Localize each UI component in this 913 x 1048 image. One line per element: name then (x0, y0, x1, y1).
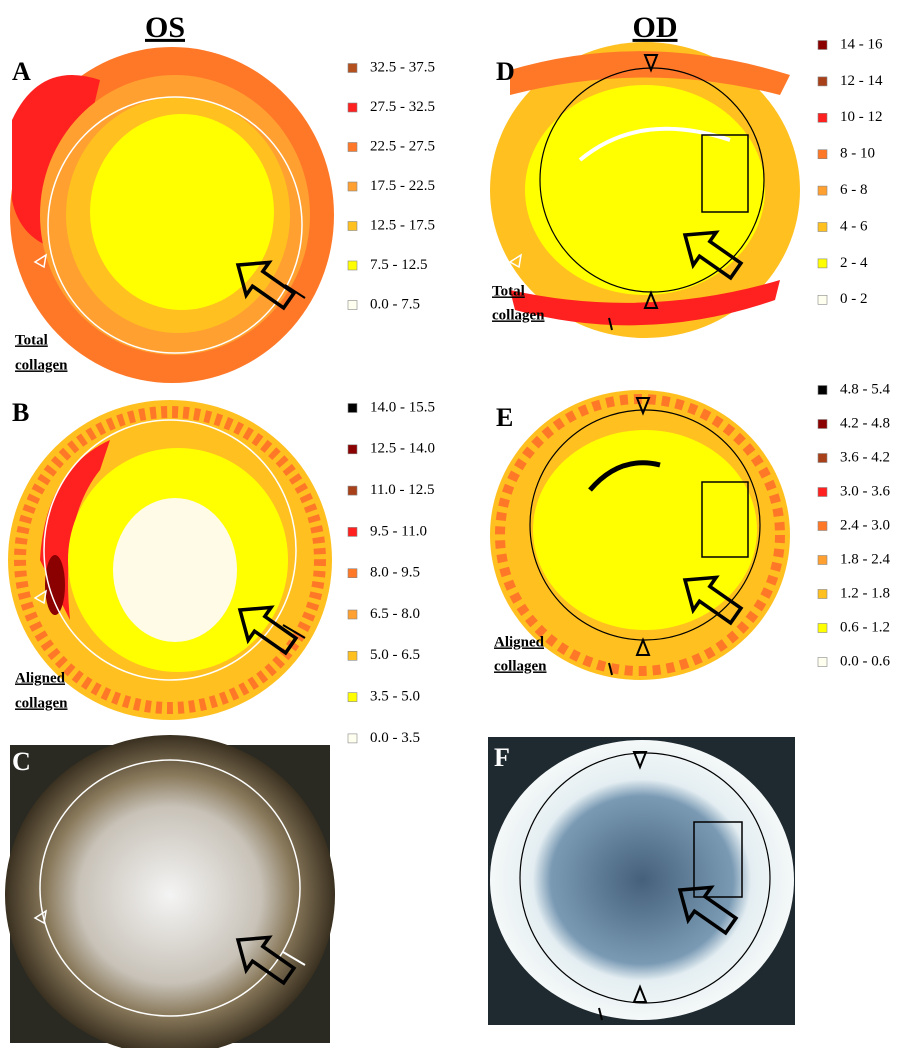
legend-swatch (347, 650, 358, 661)
panel-f-image (488, 737, 795, 1025)
legend-label: 9.5 - 11.0 (370, 523, 427, 539)
legend-label: 12.5 - 17.5 (370, 217, 435, 233)
panel-letter: F (494, 743, 510, 772)
legend-swatch (347, 221, 358, 231)
legend-label: 0.0 - 7.5 (370, 296, 420, 312)
panel-caption: Aligned (15, 670, 66, 686)
legend-swatch (817, 258, 828, 269)
panel-letter: D (496, 57, 515, 86)
legend-swatch (817, 385, 828, 395)
legends: 32.5 - 37.5 27.5 - 32.5 22.5 - 27.5 17.5 - … (347, 36, 890, 746)
legend-label: 0.6 - 1.2 (840, 619, 890, 635)
legend-swatch (347, 568, 358, 579)
panel-caption: collagen (492, 307, 545, 323)
legend-swatch (817, 589, 828, 599)
panel-caption: Total (15, 332, 48, 348)
legend-label: 12 - 14 (840, 73, 883, 89)
legend-label: 14.0 - 15.5 (370, 399, 435, 415)
panel-c-image (5, 735, 335, 1048)
legend-swatch (347, 733, 358, 744)
legend-label: 12.5 - 14.0 (370, 441, 435, 457)
legend-label: 8 - 10 (840, 146, 875, 162)
legend-label: 4.8 - 5.4 (840, 381, 890, 397)
legend-label: 11.0 - 12.5 (370, 482, 434, 498)
legend-swatch (347, 692, 358, 702)
legend-swatch (347, 181, 358, 192)
legend-swatch (817, 555, 828, 565)
legend-swatch (817, 419, 828, 429)
legend-swatch (817, 113, 828, 123)
panel-letter: C (12, 747, 31, 776)
panel-letter: E (496, 403, 513, 432)
legend-label: 10 - 12 (840, 109, 883, 125)
legend-swatch (347, 63, 358, 73)
legend-label: 4 - 6 (840, 218, 868, 234)
panel-caption: collagen (494, 658, 547, 674)
legend-label: 22.5 - 27.5 (370, 138, 435, 154)
legend-swatch (347, 102, 358, 113)
legend-swatch (817, 487, 828, 497)
legend-label: 8.0 - 9.5 (370, 565, 420, 581)
legend-label: 14 - 16 (840, 36, 883, 52)
legend-swatch (817, 294, 828, 305)
legend-swatch (817, 623, 828, 633)
legend-swatch (347, 527, 358, 537)
legend-label: 2 - 4 (840, 255, 868, 271)
panel-caption: collagen (15, 357, 68, 373)
legend-label: 4.2 - 4.8 (840, 415, 890, 431)
legend-swatch (817, 521, 828, 531)
legend-swatch (817, 222, 828, 232)
legend-label: 6 - 8 (840, 182, 868, 198)
legend-swatch (817, 453, 828, 463)
legend-swatch (347, 403, 358, 413)
legend-swatch (347, 260, 358, 271)
legend-label: 1.2 - 1.8 (840, 585, 890, 601)
panel-letter: B (12, 398, 29, 427)
legend-label: 0 - 2 (840, 291, 868, 307)
heading: OS (145, 11, 185, 44)
legend-swatch (817, 76, 828, 87)
legend-swatch (347, 444, 358, 455)
legend-label: 5.0 - 6.5 (370, 647, 420, 663)
panel-d-image (490, 42, 800, 338)
legend-swatch (817, 185, 828, 196)
panel-b-image (8, 400, 332, 720)
legend-swatch (347, 142, 358, 152)
panel-letter: A (12, 57, 31, 86)
legend-swatch (817, 149, 828, 159)
legend-label: 17.5 - 22.5 (370, 178, 435, 194)
legend-label: 7.5 - 12.5 (370, 257, 428, 273)
legend-label: 2.4 - 3.0 (840, 517, 890, 533)
legend-label: 32.5 - 37.5 (370, 59, 435, 75)
legend-swatch (347, 485, 358, 496)
legend-swatch (347, 609, 358, 620)
heading: OD (633, 11, 678, 44)
legend-label: 3.6 - 4.2 (840, 449, 890, 465)
legend-swatch (817, 657, 828, 667)
panel-caption: Aligned (494, 634, 545, 650)
legend-label: 6.5 - 8.0 (370, 606, 420, 622)
legend-label: 1.8 - 2.4 (840, 551, 890, 567)
legend-swatch (817, 40, 828, 50)
panel-e-image (490, 390, 790, 680)
legend-label: 3.5 - 5.0 (370, 689, 420, 705)
legend-label: 3.0 - 3.6 (840, 483, 890, 499)
legend-swatch (347, 300, 358, 310)
legend-label: 27.5 - 32.5 (370, 99, 435, 115)
legend-label: 0.0 - 3.5 (370, 730, 420, 746)
legend-label: 0.0 - 0.6 (840, 653, 890, 669)
panel-caption: collagen (15, 695, 68, 711)
panel-a-image (10, 47, 334, 383)
panel-caption: Total (492, 283, 525, 299)
